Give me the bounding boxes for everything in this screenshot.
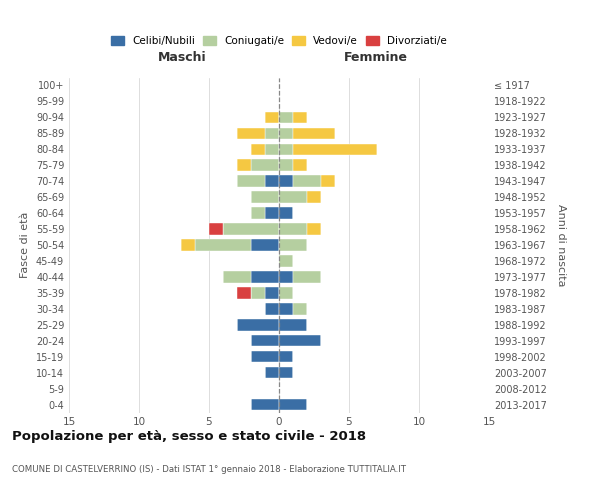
Bar [223,224,279,235]
Bar [265,303,279,314]
Legend: Celibi/Nubili, Coniugati/e, Vedovi/e, Divorziati/e: Celibi/Nubili, Coniugati/e, Vedovi/e, Di… [111,36,447,46]
Bar [237,287,251,298]
Bar [265,128,279,139]
Text: Popolazione per età, sesso e stato civile - 2018: Popolazione per età, sesso e stato civil… [12,430,366,443]
Bar [265,176,279,187]
Text: Maschi: Maschi [158,51,207,64]
Bar [251,271,279,282]
Bar [293,128,335,139]
Bar [279,240,307,250]
Bar [251,351,279,362]
Bar [237,160,251,171]
Bar [279,319,307,330]
Bar [279,128,293,139]
Bar [209,224,223,235]
Text: Femmine: Femmine [344,51,407,64]
Bar [265,287,279,298]
Bar [181,240,195,250]
Bar [279,176,293,187]
Bar [251,192,279,203]
Bar [279,287,293,298]
Bar [251,287,265,298]
Bar [237,128,265,139]
Bar [293,271,321,282]
Bar [251,160,279,171]
Text: COMUNE DI CASTELVERRINO (IS) - Dati ISTAT 1° gennaio 2018 - Elaborazione TUTTITA: COMUNE DI CASTELVERRINO (IS) - Dati ISTA… [12,465,406,474]
Bar [307,224,321,235]
Bar [279,224,307,235]
Bar [279,335,321,346]
Bar [251,208,265,219]
Bar [223,271,251,282]
Bar [251,144,265,155]
Bar [293,160,307,171]
Bar [293,303,307,314]
Bar [279,144,293,155]
Bar [265,112,279,123]
Y-axis label: Fasce di età: Fasce di età [20,212,30,278]
Bar [251,335,279,346]
Bar [293,144,377,155]
Bar [279,271,293,282]
Bar [265,367,279,378]
Bar [293,112,307,123]
Bar [251,399,279,410]
Bar [279,367,293,378]
Bar [279,303,293,314]
Bar [279,112,293,123]
Bar [279,399,307,410]
Bar [279,192,307,203]
Bar [307,192,321,203]
Bar [195,240,251,250]
Bar [237,176,265,187]
Bar [279,160,293,171]
Bar [251,240,279,250]
Bar [265,144,279,155]
Bar [279,351,293,362]
Bar [293,176,321,187]
Y-axis label: Anni di nascita: Anni di nascita [556,204,566,286]
Bar [279,255,293,266]
Bar [279,208,293,219]
Bar [237,319,279,330]
Bar [321,176,335,187]
Bar [265,208,279,219]
